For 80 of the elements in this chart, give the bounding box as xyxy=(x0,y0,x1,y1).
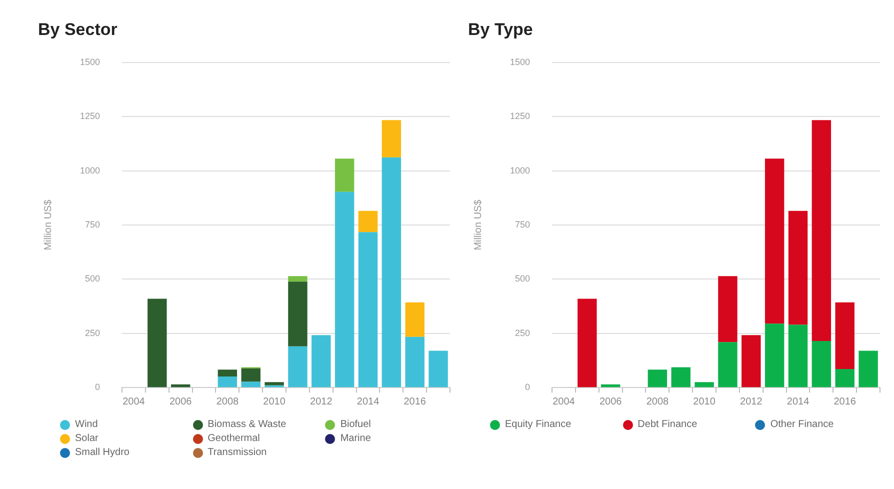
bar xyxy=(788,210,808,325)
bar xyxy=(264,382,284,386)
x-tick-label: 2006 xyxy=(169,396,192,408)
x-tick-label: 2012 xyxy=(740,396,763,408)
bar xyxy=(288,282,308,346)
bar xyxy=(241,382,260,388)
y-axis-title: Million US$ xyxy=(472,199,484,250)
bar xyxy=(428,350,448,388)
bar xyxy=(600,384,620,388)
y-tick-label: 0 xyxy=(95,382,100,392)
bar xyxy=(218,376,238,388)
bar xyxy=(718,276,738,342)
y-tick-label: 500 xyxy=(514,274,530,284)
legend-label: Transmission xyxy=(208,447,267,458)
bar xyxy=(288,276,308,282)
y-tick-label: 750 xyxy=(84,219,100,230)
bar xyxy=(358,210,378,232)
x-tick-label: 2010 xyxy=(693,396,716,408)
y-tick-label: 1500 xyxy=(80,56,100,67)
bar xyxy=(405,336,424,388)
bar xyxy=(835,302,854,369)
bar xyxy=(170,384,190,388)
bar xyxy=(788,324,808,388)
legend-label: Biomass & Waste xyxy=(208,419,286,430)
chart-title: By Sector xyxy=(38,20,118,39)
x-tick-label: 2016 xyxy=(404,396,426,408)
y-tick-label: 500 xyxy=(84,274,100,284)
legend-label: Small Hydro xyxy=(75,447,130,458)
y-tick-label: 250 xyxy=(514,328,530,338)
x-tick-label: 2004 xyxy=(122,396,146,408)
bar xyxy=(218,370,238,377)
legend-label: Equity Finance xyxy=(505,419,572,430)
x-tick-label: 2014 xyxy=(786,396,810,408)
bar xyxy=(241,368,260,382)
legend-label: Solar xyxy=(75,433,98,444)
bar xyxy=(405,302,424,337)
bar xyxy=(148,298,167,388)
bar xyxy=(578,298,597,388)
bar xyxy=(694,382,714,388)
bar xyxy=(288,346,308,388)
legend-label: Wind xyxy=(75,419,98,430)
x-tick-label: 2004 xyxy=(552,396,576,408)
y-tick-label: 1500 xyxy=(510,56,530,67)
x-tick-label: 2010 xyxy=(263,396,286,408)
x-tick-label: 2016 xyxy=(834,396,856,408)
y-tick-label: 250 xyxy=(84,328,100,338)
bar xyxy=(742,335,761,388)
legend-label: Geothermal xyxy=(208,433,260,444)
bar xyxy=(835,368,854,388)
chart-title: By Type xyxy=(468,20,533,39)
legend-label: Biofuel xyxy=(340,419,371,430)
bar xyxy=(334,192,354,388)
bar xyxy=(382,120,402,158)
y-tick-label: 0 xyxy=(525,382,530,392)
bar xyxy=(858,350,878,388)
bar xyxy=(334,158,354,192)
y-tick-label: 750 xyxy=(514,219,530,230)
y-tick-label: 1250 xyxy=(510,111,530,122)
legend-label: Marine xyxy=(340,433,371,444)
legend-label: Debt Finance xyxy=(638,419,698,430)
y-tick-label: 1000 xyxy=(80,165,100,176)
y-axis-title: Million US$ xyxy=(42,199,54,250)
x-tick-label: 2008 xyxy=(646,396,670,408)
x-tick-label: 2014 xyxy=(356,396,380,408)
bar xyxy=(382,157,402,388)
y-tick-label: 1000 xyxy=(510,165,530,176)
x-tick-label: 2006 xyxy=(599,396,622,408)
x-tick-label: 2012 xyxy=(310,396,333,408)
bar xyxy=(358,232,378,388)
y-tick-label: 1250 xyxy=(80,111,100,122)
bar xyxy=(812,340,832,388)
bar xyxy=(812,120,832,341)
bar xyxy=(764,158,784,324)
x-tick-label: 2008 xyxy=(216,396,240,408)
bar xyxy=(764,324,784,388)
bar xyxy=(648,370,668,388)
bar xyxy=(718,342,738,388)
legend-label: Other Finance xyxy=(770,419,834,430)
bar xyxy=(312,335,331,388)
bar xyxy=(671,367,690,388)
